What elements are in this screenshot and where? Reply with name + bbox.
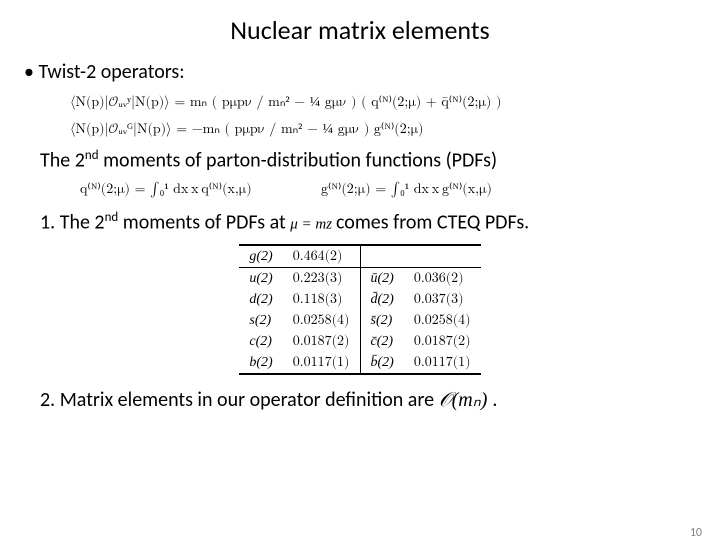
item2-post: .	[492, 388, 497, 412]
integral-defs: q⁽ᴺ⁾(2;μ) = ∫₀¹ dx x q⁽ᴺ⁾(x,μ) g⁽ᴺ⁾(2;μ)…	[80, 181, 720, 198]
cell-s2-label: s(2)	[239, 310, 282, 331]
moments-post: moments of parton-distribution functions…	[99, 149, 498, 173]
cell-b2-label: b(2)	[239, 352, 282, 374]
integral-g: g⁽ᴺ⁾(2;μ) = ∫₀¹ dx x g⁽ᴺ⁾(x,μ)	[321, 182, 492, 196]
moments-heading: The 2nd moments of parton-distribution f…	[40, 148, 720, 173]
item2-O: 𝒪(mₙ)	[434, 389, 492, 411]
cell-sbar2-val: 0.0258(4)	[404, 310, 481, 331]
equation-2: ⟨N(p)|𝒪ᵤᵥᴳ|N(p)⟩ = −mₙ ( pμpν / mₙ² − ¼ …	[70, 121, 720, 138]
cell-blank2	[404, 245, 481, 268]
cell-d2-label: d(2)	[239, 289, 282, 310]
cell-u2-val: 0.223(3)	[283, 268, 360, 290]
cell-c2-val: 0.0187(2)	[283, 331, 360, 352]
equation-1: ⟨N(p)|𝒪ᵤᵥʸ|N(p)⟩ = mₙ ( pμpν / mₙ² − ¼ g…	[70, 94, 720, 111]
moments-table-wrap: g(2)0.464(2) u(2)0.223(3)ū(2)0.036(2) d(…	[180, 244, 540, 375]
page-title: Nuclear matrix elements	[0, 14, 720, 46]
cell-ubar2-val: 0.036(2)	[404, 268, 481, 290]
integral-q: q⁽ᴺ⁾(2;μ) = ∫₀¹ dx x q⁽ᴺ⁾(x,μ)	[80, 182, 252, 196]
cell-ubar2-label: ū(2)	[360, 268, 404, 290]
cell-blank1	[360, 245, 404, 268]
item1-mid: moments of PDFs at	[118, 210, 285, 234]
cell-dbar2-label: d̄(2)	[360, 289, 404, 310]
cell-bbar2-label: b̄(2)	[360, 352, 404, 374]
cell-b2-val: 0.0117(1)	[283, 352, 360, 374]
cell-cbar2-val: 0.0187(2)	[404, 331, 481, 352]
item1-pre: 1. The 2	[40, 210, 105, 234]
cell-u2-label: u(2)	[239, 268, 282, 290]
superscript-nd-2: nd	[105, 210, 119, 225]
item-1: 1. The 2nd moments of PDFs at μ = mᴢ com…	[40, 210, 720, 235]
item1-mu: μ = mᴢ	[290, 216, 336, 232]
page-number: 10	[690, 526, 702, 540]
cell-cbar2-label: c̄(2)	[360, 331, 404, 352]
moments-pre: The 2	[40, 149, 85, 173]
cell-g2-label: g(2)	[239, 245, 282, 268]
cell-d2-val: 0.118(3)	[283, 289, 360, 310]
item1-post: comes from CTEQ PDFs.	[336, 210, 529, 234]
superscript-nd: nd	[85, 148, 99, 163]
cell-bbar2-val: 0.0117(1)	[404, 352, 481, 374]
cell-c2-label: c(2)	[239, 331, 282, 352]
cell-sbar2-label: s̄(2)	[360, 310, 404, 331]
bullet-twist: Twist-2 operators:	[24, 60, 720, 84]
cell-g2-val: 0.464(2)	[283, 245, 360, 268]
item-2: 2. Matrix elements in our operator defin…	[40, 387, 720, 412]
item2-pre: 2. Matrix elements in our operator defin…	[40, 388, 434, 412]
moments-table: g(2)0.464(2) u(2)0.223(3)ū(2)0.036(2) d(…	[239, 244, 480, 375]
cell-s2-val: 0.0258(4)	[283, 310, 360, 331]
cell-dbar2-val: 0.037(3)	[404, 289, 481, 310]
